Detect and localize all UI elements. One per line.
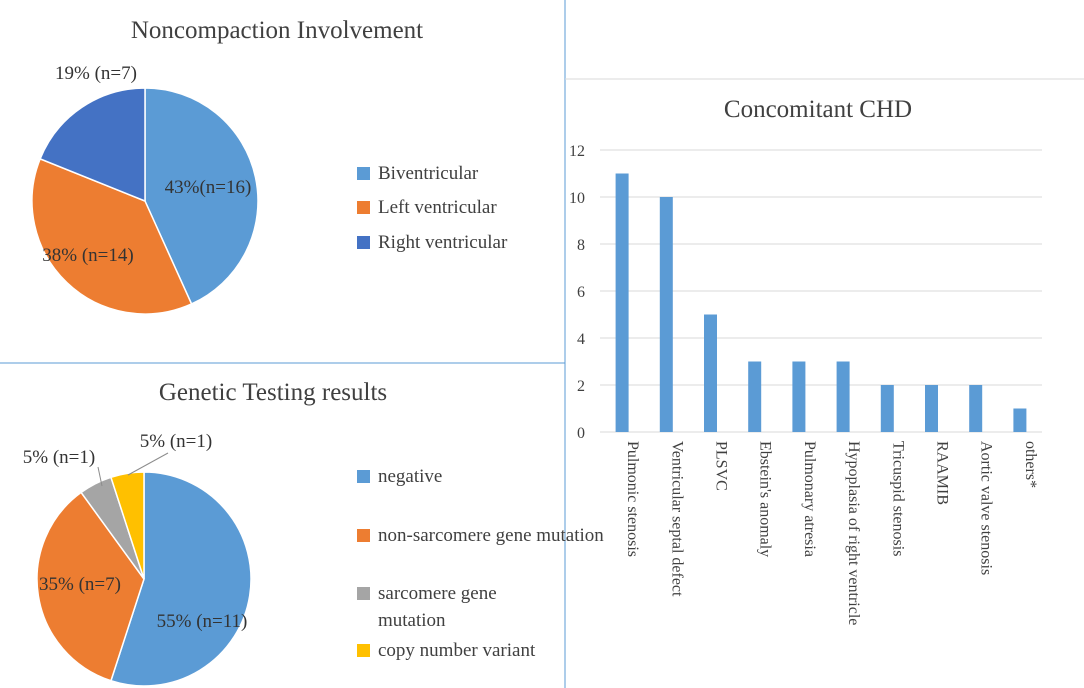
- pie2-legend: negative non-sarcomere gene mutation sarco…: [357, 466, 604, 661]
- pie2-leader-line-sarcomere: [97, 466, 103, 487]
- bar-category-label-hypoplasia-of-right-ventricle: Hypoplasia of right ventricle: [845, 441, 862, 625]
- bar-y-tick-label: 2: [577, 378, 585, 395]
- bar-category-label-aortic-valve-stenosis: Aortic valve stenosis: [978, 441, 995, 575]
- pie2-data-label-sarcomere-gene-mutation: 5% (n=1): [23, 447, 95, 468]
- genetic-testing-pie-chart: Genetic Testing results 55% (n=11) 35% (n…: [23, 379, 604, 687]
- pie1-data-label-left-ventricular: 38% (n=14): [42, 245, 133, 266]
- bar-raamib: [925, 385, 938, 432]
- pie1-slice-biventricular: [144, 87, 259, 305]
- pie2-legend-label-sarcomere-gene-mutation: sarcomere gene mutation: [378, 583, 497, 631]
- pie1-title: Noncompaction Involvement: [131, 17, 423, 44]
- pie1-data-label-right-ventricular: 19% (n=7): [55, 63, 137, 84]
- pie1-slice-right-ventricular: [39, 87, 146, 203]
- pie2-legend-label-non-sarcomere-gene-mutation: non-sarcomere gene mutation: [378, 525, 604, 546]
- bar-ebstein-s-anomaly: [748, 361, 762, 432]
- bar-y-tick-label: 8: [577, 237, 585, 254]
- concomitant-chd-bar-chart: Concomitant CHD 0 2 4 6 8 10 12 Pulmonic steno…: [569, 96, 1042, 625]
- bar-others: [1013, 408, 1027, 432]
- bar-tricuspid-stenosis: [880, 385, 894, 432]
- pie1-legend-swatch-left-ventricular: [357, 201, 370, 214]
- bar-category-label-others: others*: [1022, 441, 1039, 488]
- bar-y-tick-label: 10: [569, 190, 585, 207]
- bar-y-tick-label: 6: [577, 284, 585, 301]
- pie1-legend-label-left-ventricular: Left ventricular: [378, 197, 497, 218]
- pie1-legend-label-biventricular: Biventricular: [378, 163, 479, 184]
- pie2-data-label-negative: 55% (n=11): [157, 611, 248, 632]
- bar-title: Concomitant CHD: [724, 96, 912, 123]
- pie1-slice-left-ventricular: [31, 157, 193, 315]
- pie1-legend-swatch-biventricular: [357, 167, 370, 180]
- pie2-legend-label-negative: negative: [378, 466, 442, 487]
- bar-aortic-valve-stenosis: [969, 385, 983, 432]
- pie2-title: Genetic Testing results: [159, 379, 387, 406]
- bar-ventricular-septal-defect: [659, 197, 673, 432]
- bar-y-tick-label: 4: [577, 331, 585, 348]
- pie1-legend-swatch-right-ventricular: [357, 236, 370, 249]
- pie2-data-label-copy-number-variant: 5% (n=1): [140, 431, 212, 452]
- bar-category-label-plsvc: PLSVC: [713, 441, 730, 491]
- pie2-legend-swatch-negative: [357, 470, 370, 483]
- pie2-data-label-non-sarcomere-gene-mutation: 35% (n=7): [39, 574, 121, 595]
- pie2-legend-swatch-non-sarcomere-gene-mutation: [357, 529, 370, 542]
- pie2-legend-swatch-sarcomere-gene-mutation: [357, 587, 370, 600]
- pie2-leader-line-copy-number: [127, 452, 169, 476]
- noncompaction-pie-chart: Noncompaction Involvement 43%(n=16) 38% (…: [31, 17, 508, 315]
- pie2-legend-label-copy-number-variant: copy number variant: [378, 640, 536, 661]
- pie1-data-label-biventricular: 43%(n=16): [165, 177, 252, 198]
- pie2-slice-negative: [109, 471, 252, 687]
- bar-y-tick-label: 0: [577, 425, 585, 442]
- bar-hypoplasia-of-right-ventricle: [836, 361, 850, 432]
- pie2-slice-copy-number-variant: [109, 471, 145, 580]
- bar-category-label-pulmonary-atresia: Pulmonary atresia: [801, 441, 818, 557]
- bar-pulmonic-stenosis: [615, 173, 629, 432]
- bar-y-tick-label: 12: [569, 143, 585, 160]
- bar-plsvc: [704, 314, 717, 432]
- bar-category-label-pulmonic-stenosis: Pulmonic stenosis: [624, 441, 641, 557]
- pie1-legend-label-right-ventricular: Right ventricular: [378, 232, 508, 253]
- bar-category-label-ventricular-septal-defect: Ventricular septal defect: [668, 441, 685, 597]
- bar-category-label-tricuspid-stenosis: Tricuspid stenosis: [889, 441, 906, 556]
- bar-pulmonary-atresia: [792, 361, 806, 432]
- pie2-slice-non-sarcomere-gene-mutation: [36, 491, 145, 682]
- bar-category-label-raamib: RAAMIB: [934, 441, 951, 505]
- pie1-legend: Biventricular Left ventricular Right ventr…: [357, 163, 508, 253]
- pie2-legend-swatch-copy-number-variant: [357, 644, 370, 657]
- bar-category-label-ebstein-s-anomaly: Ebstein's anomaly: [757, 441, 774, 557]
